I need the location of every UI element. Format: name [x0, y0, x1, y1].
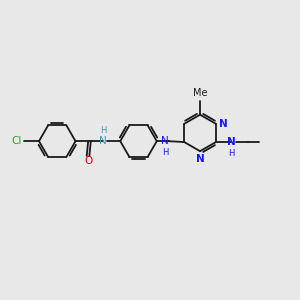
Text: N: N: [227, 137, 236, 147]
Text: H: H: [100, 126, 106, 135]
Text: N: N: [99, 136, 107, 146]
Text: N: N: [161, 136, 169, 146]
Text: H: H: [228, 148, 234, 158]
Text: H: H: [162, 148, 168, 157]
Text: O: O: [84, 156, 92, 166]
Text: Me: Me: [193, 88, 207, 98]
Text: N: N: [219, 119, 228, 129]
Text: Cl: Cl: [11, 136, 22, 146]
Text: N: N: [196, 154, 204, 164]
